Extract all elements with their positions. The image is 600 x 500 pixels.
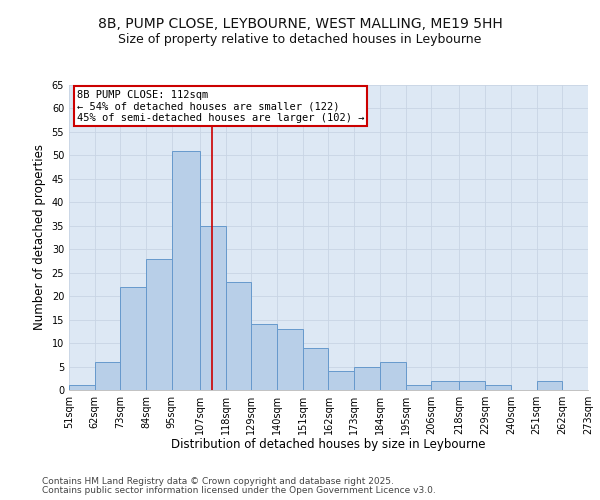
Bar xyxy=(277,329,303,390)
Bar xyxy=(380,362,406,390)
Bar xyxy=(172,150,200,390)
Bar xyxy=(329,371,354,390)
Text: 8B PUMP CLOSE: 112sqm
← 54% of detached houses are smaller (122)
45% of semi-det: 8B PUMP CLOSE: 112sqm ← 54% of detached … xyxy=(77,90,364,123)
Bar xyxy=(406,386,431,390)
Bar xyxy=(226,282,251,390)
Text: Contains public sector information licensed under the Open Government Licence v3: Contains public sector information licen… xyxy=(42,486,436,495)
Bar xyxy=(146,258,172,390)
Text: 8B, PUMP CLOSE, LEYBOURNE, WEST MALLING, ME19 5HH: 8B, PUMP CLOSE, LEYBOURNE, WEST MALLING,… xyxy=(98,18,502,32)
Bar xyxy=(460,380,485,390)
Bar xyxy=(121,287,146,390)
Text: Size of property relative to detached houses in Leybourne: Size of property relative to detached ho… xyxy=(118,32,482,46)
Bar xyxy=(485,386,511,390)
Bar xyxy=(536,380,562,390)
Bar xyxy=(431,380,460,390)
Text: Contains HM Land Registry data © Crown copyright and database right 2025.: Contains HM Land Registry data © Crown c… xyxy=(42,477,394,486)
Bar xyxy=(95,362,121,390)
X-axis label: Distribution of detached houses by size in Leybourne: Distribution of detached houses by size … xyxy=(171,438,486,452)
Y-axis label: Number of detached properties: Number of detached properties xyxy=(33,144,46,330)
Bar xyxy=(303,348,329,390)
Bar xyxy=(200,226,226,390)
Bar xyxy=(69,386,95,390)
Bar xyxy=(354,366,380,390)
Bar xyxy=(251,324,277,390)
